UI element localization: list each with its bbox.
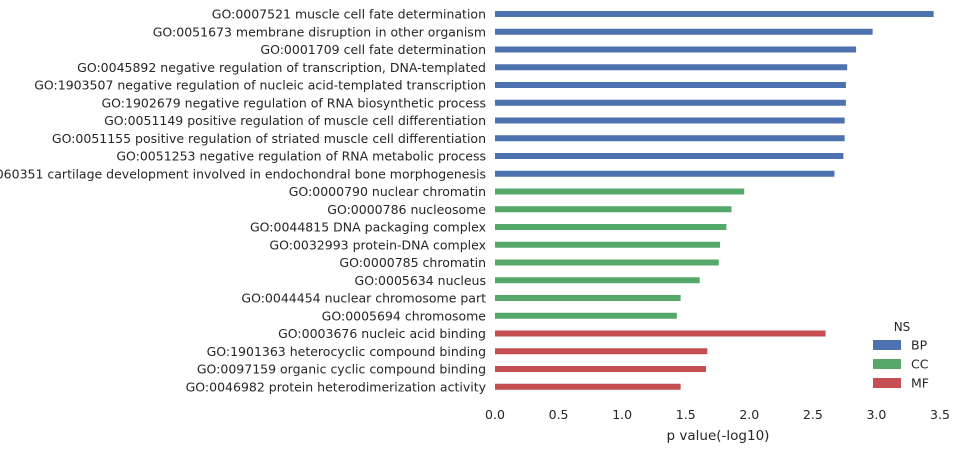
- category-label: GO:0046982 protein heterodimerization ac…: [186, 379, 487, 394]
- bar-cc-16: [495, 295, 681, 301]
- category-label: GO:0051155 positive regulation of striat…: [52, 131, 486, 146]
- category-label: GO:0097159 organic cyclic compound bindi…: [197, 362, 486, 377]
- category-label: GO:0051149 positive regulation of muscle…: [104, 113, 486, 128]
- bar-bp-7: [495, 135, 845, 142]
- bar-cc-14: [495, 259, 719, 266]
- bar-bp-3: [495, 64, 848, 71]
- bar-mf-21: [495, 383, 681, 390]
- category-label: GO:0051673 membrane disruption in other …: [153, 24, 486, 39]
- category-label: GO:1903507 negative regulation of nuclei…: [34, 78, 486, 93]
- category-label: GO:0045892 negative regulation of transc…: [77, 60, 486, 75]
- x-tick-label: 3.0: [866, 407, 886, 422]
- legend-label-mf: MF: [911, 376, 929, 391]
- x-tick-label: 2.5: [803, 407, 823, 422]
- category-labels: GO:0007521 muscle cell fate determinatio…: [0, 7, 487, 395]
- category-label: GO:0060351 cartilage development involve…: [0, 166, 486, 181]
- bar-cc-10: [495, 188, 745, 195]
- category-label: GO:0044454 nuclear chromosome part: [241, 291, 486, 306]
- category-label: GO:0007521 muscle cell fate determinatio…: [212, 7, 486, 22]
- bar-bp-8: [495, 153, 844, 159]
- x-tick-label: 0.5: [549, 407, 569, 422]
- category-label: GO:1901363 heterocyclic compound binding: [207, 344, 486, 359]
- legend-title: NS: [894, 320, 911, 334]
- category-label: GO:0005694 chromosome: [322, 308, 487, 323]
- bar-cc-13: [495, 241, 721, 248]
- category-label: GO:0044815 DNA packaging complex: [250, 220, 486, 235]
- bar-bp-1: [495, 28, 873, 35]
- legend-swatch-cc: [873, 359, 901, 369]
- x-tick-label: 0.0: [485, 407, 505, 422]
- legend-label-bp: BP: [911, 338, 928, 353]
- x-axis-ticks: 0.0 0.5 1.0 1.5 2.0 2.5 3.0 3.5: [485, 407, 950, 422]
- bar-bp-5: [495, 99, 846, 106]
- bar-bp-9: [495, 170, 835, 177]
- category-label: GO:0000786 nucleosome: [327, 202, 486, 217]
- x-tick-label: 1.0: [612, 407, 632, 422]
- legend: NS BP CC MF: [873, 320, 929, 391]
- bar-mf-20: [495, 366, 707, 372]
- category-label: GO:0000790 nuclear chromatin: [289, 184, 486, 199]
- x-axis-title: p value(-log10): [667, 428, 770, 444]
- category-label: GO:1902679 negative regulation of RNA bi…: [101, 95, 486, 110]
- category-label: GO:0001709 cell fate determination: [260, 42, 486, 57]
- legend-swatch-mf: [873, 378, 901, 388]
- category-label: GO:0003676 nucleic acid binding: [278, 326, 486, 341]
- bars: [495, 11, 934, 390]
- category-label: GO:0005634 nucleus: [355, 273, 486, 288]
- category-label: GO:0032993 protein-DNA complex: [269, 237, 486, 252]
- bar-cc-12: [495, 224, 727, 230]
- bar-bp-2: [495, 46, 857, 53]
- bar-cc-15: [495, 277, 700, 284]
- bar-cc-17: [495, 312, 677, 319]
- bar-mf-19: [495, 348, 708, 355]
- bar-mf-18: [495, 330, 826, 337]
- bar-bp-4: [495, 82, 846, 88]
- bar-bp-0: [495, 11, 934, 17]
- category-label: GO:0051253 negative regulation of RNA me…: [116, 149, 486, 164]
- x-tick-label: 1.5: [676, 407, 696, 422]
- x-tick-label: 2.0: [739, 407, 759, 422]
- category-label: GO:0000785 chromatin: [339, 255, 486, 270]
- legend-swatch-bp: [873, 340, 901, 350]
- bar-bp-6: [495, 117, 845, 124]
- x-tick-label: 3.5: [930, 407, 950, 422]
- legend-label-cc: CC: [911, 357, 929, 372]
- bar-cc-11: [495, 206, 732, 213]
